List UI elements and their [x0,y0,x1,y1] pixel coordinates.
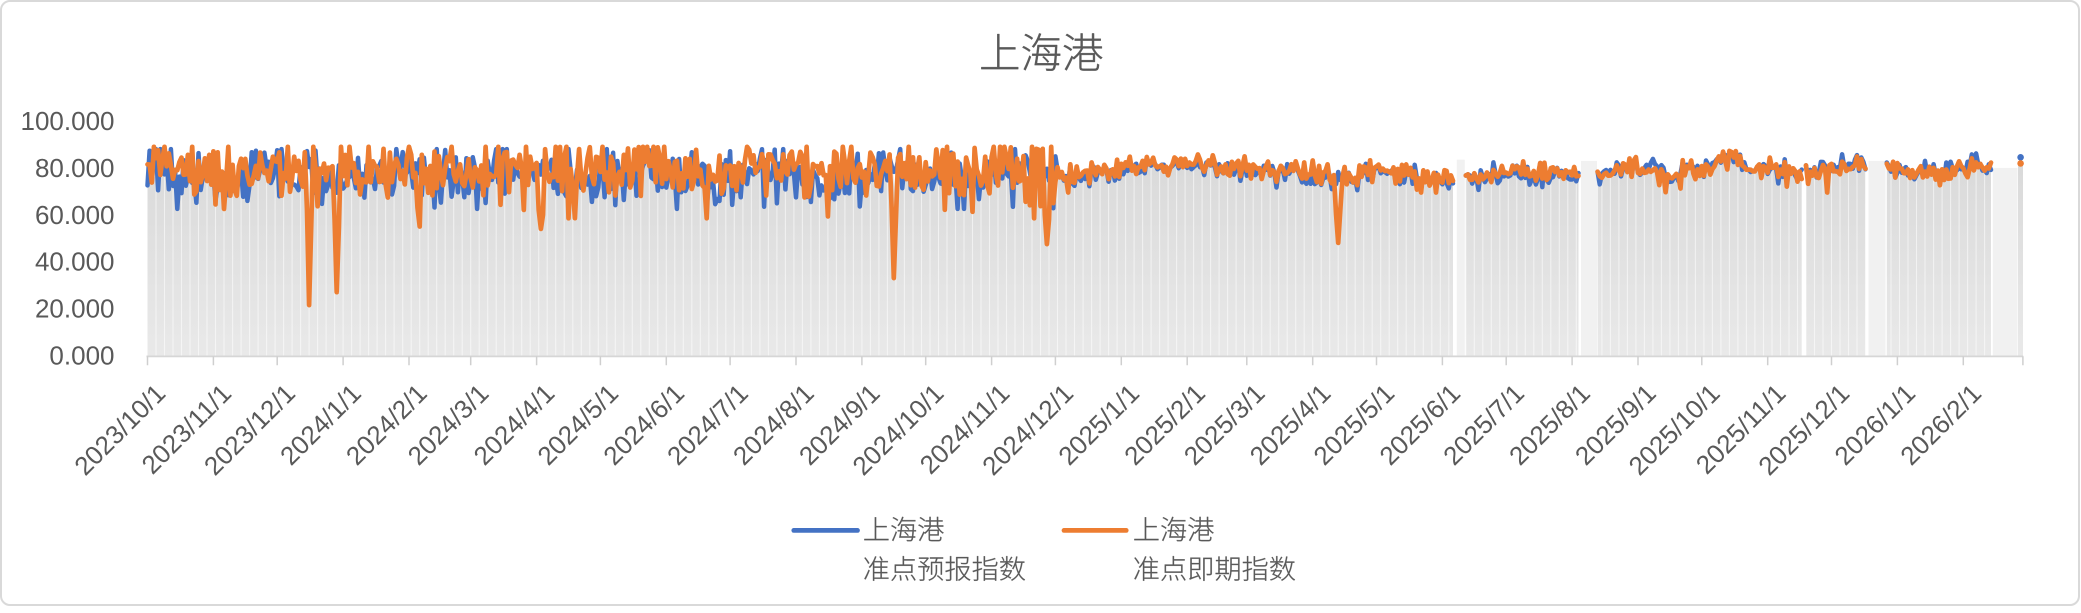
svg-text:100.000: 100.000 [21,106,115,136]
svg-text:60.000: 60.000 [35,200,115,230]
svg-text:20.000: 20.000 [35,294,115,324]
svg-text:0.000: 0.000 [49,341,114,371]
svg-text:80.000: 80.000 [35,153,115,183]
svg-text:40.000: 40.000 [35,247,115,277]
